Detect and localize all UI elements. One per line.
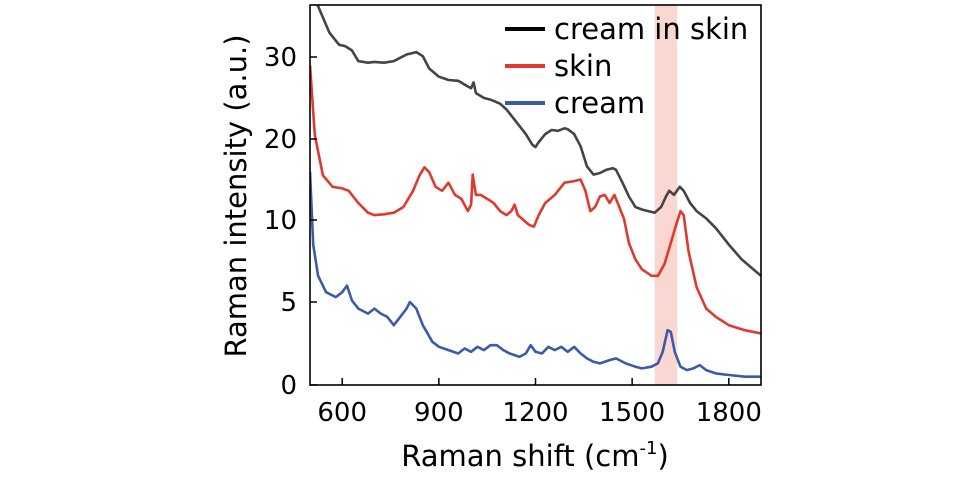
x-axis-title-superscript: -1 <box>639 438 657 459</box>
legend-label-2: cream <box>554 86 645 120</box>
legend-label-0: cream in skin <box>554 12 748 46</box>
y-tick-label: 20 <box>264 125 297 155</box>
x-tick-label: 1500 <box>599 398 665 428</box>
series-layer <box>310 5 761 378</box>
x-axis: 600 900 1200 1500 1800 <box>317 378 762 428</box>
y-tick-label: 10 <box>264 206 297 236</box>
series-line-1 <box>310 65 761 335</box>
series-line-0 <box>316 5 761 277</box>
y-tick-label: 30 <box>264 43 297 73</box>
series-line-2 <box>310 171 761 378</box>
x-tick-label: 600 <box>317 398 367 428</box>
x-tick-label: 900 <box>414 398 464 428</box>
x-tick-label: 1200 <box>502 398 568 428</box>
y-axis-title: Raman intensity (a.u.) <box>219 34 253 357</box>
y-tick-label: 0 <box>280 371 297 401</box>
legend-label-1: skin <box>554 49 612 83</box>
y-tick-label: 5 <box>280 288 297 318</box>
x-tick-label: 1800 <box>696 398 762 428</box>
y-axis: 0 5 10 20 30 <box>264 43 317 401</box>
x-axis-title: Raman shift (cm-1) <box>401 438 669 473</box>
